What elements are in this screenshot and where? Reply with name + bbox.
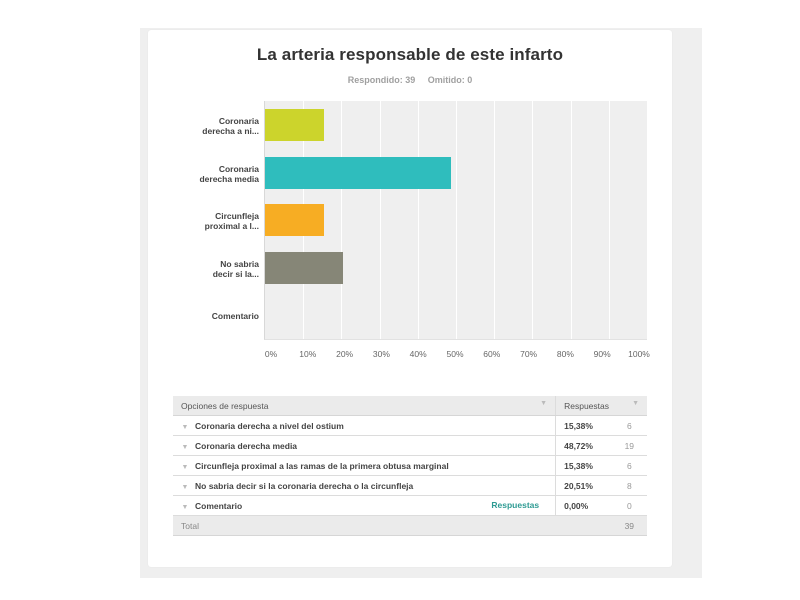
question-stats: Respondido: 39 Omitido: 0 xyxy=(148,75,672,85)
table-row: ▼ No sabria decir si la coronaria derecha… xyxy=(173,475,647,496)
x-tick-label: 80% xyxy=(556,349,574,359)
bar[interactable] xyxy=(265,251,344,284)
x-tick-label: 70% xyxy=(520,349,538,359)
bar-chart-plot xyxy=(264,101,647,340)
x-tick-label: 100% xyxy=(628,349,650,359)
y-label-2: Coronaria derecha media xyxy=(199,164,259,184)
x-tick-label: 0% xyxy=(264,349,278,359)
bar[interactable] xyxy=(265,109,324,141)
table-total-row: Total 39 xyxy=(173,515,647,536)
answered-count: Respondido: 39 xyxy=(347,75,416,85)
table-row: ▼ Coronaria derecha media 48,72% 19 xyxy=(173,435,647,456)
gridline xyxy=(570,101,572,339)
expand-caret-icon[interactable]: ▼ xyxy=(181,503,189,511)
x-tick-label: 60% xyxy=(483,349,501,359)
sort-caret-icon[interactable]: ▼ xyxy=(540,400,548,407)
table-row: ▼ Comentario Respuestas 0,00% 0 xyxy=(173,495,647,516)
x-tick-label: 90% xyxy=(593,349,611,359)
x-tick-label: 20% xyxy=(336,349,354,359)
header-options[interactable]: Opciones de respuesta ▼ xyxy=(173,396,556,416)
x-tick-label: 50% xyxy=(446,349,464,359)
x-tick-label: 30% xyxy=(372,349,390,359)
expand-caret-icon[interactable]: ▼ xyxy=(181,483,189,491)
responses-table: Opciones de respuesta ▼ Respuestas ▼ ▼ Co… xyxy=(173,396,647,536)
gridline xyxy=(379,101,381,339)
expand-caret-icon[interactable]: ▼ xyxy=(181,423,189,431)
table-row: ▼ Circunfleja proximal a las ramas de la … xyxy=(173,455,647,476)
table-row: ▼ Coronaria derecha a nivel del ostium 15… xyxy=(173,415,647,436)
skipped-count: Omitido: 0 xyxy=(427,75,473,85)
y-label-4: No sabria decir si la... xyxy=(212,259,259,279)
gridline xyxy=(608,101,610,339)
bar[interactable] xyxy=(265,204,324,237)
header-responses[interactable]: Respuestas ▼ xyxy=(555,396,647,416)
question-title: La arteria responsable de este infarto xyxy=(256,45,564,64)
y-label-1: Coronaria derecha a ni... xyxy=(202,116,259,136)
expand-caret-icon[interactable]: ▼ xyxy=(181,443,189,451)
gridline xyxy=(494,101,496,339)
expand-caret-icon[interactable]: ▼ xyxy=(181,463,189,471)
y-label-3: Circunfleja proximal a l... xyxy=(204,211,259,231)
sort-caret-icon[interactable]: ▼ xyxy=(632,400,639,407)
gridline xyxy=(417,101,419,339)
table-header: Opciones de respuesta ▼ Respuestas ▼ xyxy=(173,396,647,416)
y-label-5: Comentario xyxy=(211,311,259,321)
gridline xyxy=(341,101,343,339)
x-tick-label: 40% xyxy=(409,349,427,359)
responses-link[interactable]: Respuestas xyxy=(491,500,540,510)
bar[interactable] xyxy=(265,156,452,189)
gridline xyxy=(532,101,534,339)
gridline xyxy=(456,101,457,339)
x-tick-label: 10% xyxy=(299,349,317,359)
